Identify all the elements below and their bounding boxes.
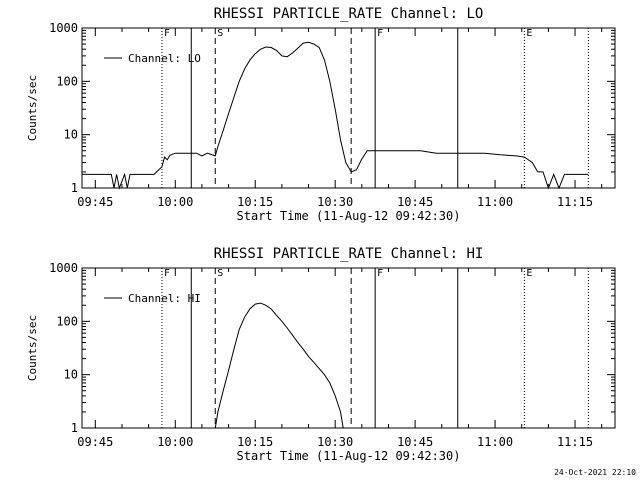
y-tick-label: 10	[64, 368, 78, 382]
x-tick-label: 11:00	[477, 435, 513, 449]
x-tick-label: 11:15	[557, 195, 593, 209]
x-tick-label: 11:15	[557, 435, 593, 449]
x-tick-label: 10:30	[317, 195, 353, 209]
event-marker-label: F	[164, 28, 170, 39]
event-marker-label: E	[526, 268, 532, 279]
x-tick-label: 10:00	[157, 435, 193, 449]
series-line	[82, 41, 589, 190]
legend-label: Channel: HI	[128, 292, 201, 305]
lo-channel-panel: RHESSI PARTICLE_RATE Channel: LO 1 10 100 10…	[26, 6, 616, 223]
plot-frame	[81, 267, 616, 429]
event-marker-label: S	[217, 268, 223, 279]
y-tick-label: 100	[56, 314, 78, 328]
chart-title: RHESSI PARTICLE_RATE Channel: HI	[214, 246, 484, 262]
event-marker-label: F	[164, 268, 170, 279]
y-tick-label: 10	[64, 128, 78, 142]
event-marker-label: F	[377, 28, 383, 39]
hi-channel-panel: RHESSI PARTICLE_RATE Channel: HI 1 10 100 10…	[26, 246, 616, 463]
event-marker-label: F	[377, 268, 383, 279]
x-tick-label: 09:45	[77, 435, 113, 449]
y-tick-label: 1	[71, 421, 78, 435]
x-axis-label: Start Time (11-Aug-12 09:42:30)	[237, 449, 461, 463]
x-tick-label: 11:00	[477, 195, 513, 209]
chart-title: RHESSI PARTICLE_RATE Channel: LO	[214, 6, 484, 22]
x-tick-label: 10:15	[237, 195, 273, 209]
x-tick-label: 10:30	[317, 435, 353, 449]
event-marker-label: E	[526, 28, 532, 39]
y-tick-label: 1000	[49, 21, 78, 35]
plot-frame	[81, 27, 616, 189]
x-tick-label: 10:00	[157, 195, 193, 209]
x-tick-label: 10:45	[397, 435, 433, 449]
x-tick-label: 10:15	[237, 435, 273, 449]
y-axis-label: Counts/sec	[26, 315, 39, 381]
legend-label: Channel: LO	[128, 52, 201, 65]
timestamp-footer: 24-Oct-2021 22:10	[554, 468, 636, 477]
y-tick-label: 100	[56, 74, 78, 88]
y-tick-label: 1	[71, 181, 78, 195]
y-tick-label: 1000	[49, 261, 78, 275]
x-axis-label: Start Time (11-Aug-12 09:42:30)	[237, 209, 461, 223]
y-axis-label: Counts/sec	[26, 75, 39, 141]
x-tick-label: 09:45	[77, 195, 113, 209]
series-line	[214, 302, 344, 429]
x-tick-label: 10:45	[397, 195, 433, 209]
event-marker-label: S	[217, 28, 223, 39]
